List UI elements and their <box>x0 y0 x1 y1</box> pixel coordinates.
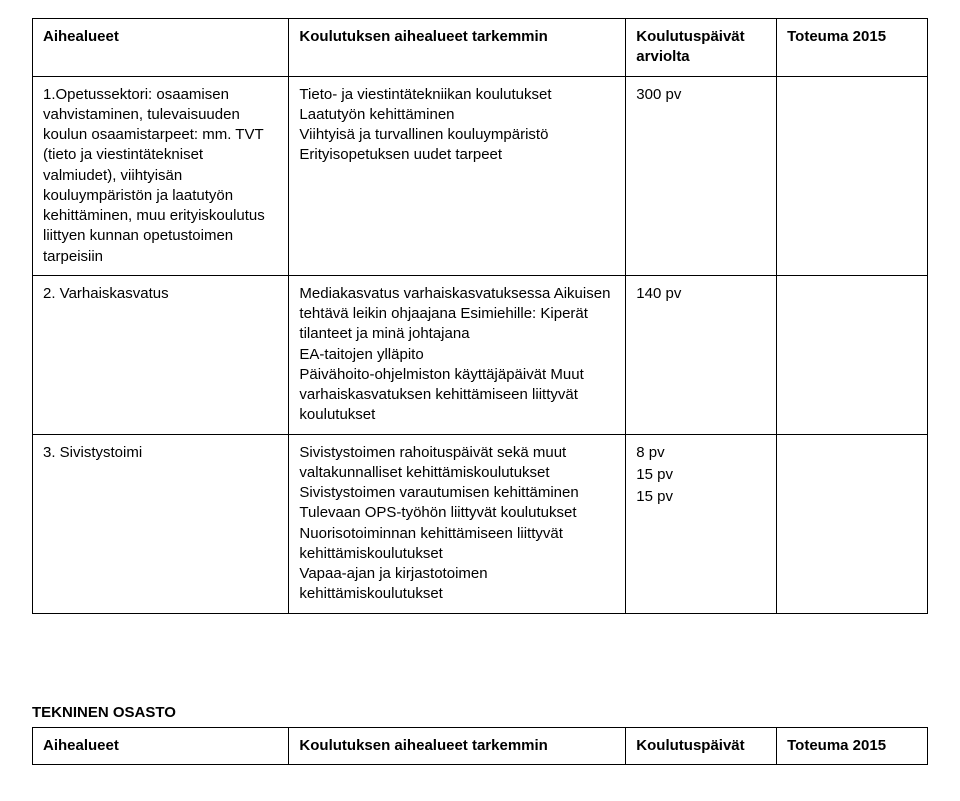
cell-c1: 3. Sivistystoimi <box>33 434 289 613</box>
cell-c2: Tieto- ja viestintätekniikan koulutukset… <box>289 76 626 275</box>
cell-c3: 300 pv <box>626 76 777 275</box>
training-table-2: Aihealueet Koulutuksen aihealueet tarkem… <box>32 727 928 765</box>
table-header-row: Aihealueet Koulutuksen aihealueet tarkem… <box>33 19 928 77</box>
cell-c2: Sivistystoimen rahoituspäivät sekä muut … <box>289 434 626 613</box>
cell-c3: 8 pv 15 pv 15 pv <box>626 434 777 613</box>
header-c2: Koulutuksen aihealueet tarkemmin <box>289 19 626 77</box>
table-header-row: Aihealueet Koulutuksen aihealueet tarkem… <box>33 727 928 764</box>
c3-val: 15 pv <box>636 487 766 507</box>
header-c3: Koulutuspäivät <box>626 727 777 764</box>
table-row: 2. Varhaiskasvatus Mediakasvatus varhais… <box>33 275 928 434</box>
c3-val: 15 pv <box>636 465 766 485</box>
page: Aihealueet Koulutuksen aihealueet tarkem… <box>0 0 960 789</box>
cell-c2: Mediakasvatus varhaiskasvatuksessa Aikui… <box>289 275 626 434</box>
cell-c4 <box>777 76 928 275</box>
header-c2: Koulutuksen aihealueet tarkemmin <box>289 727 626 764</box>
header-c1: Aihealueet <box>33 727 289 764</box>
cell-c1: 1.Opetussektori: osaamisen vahvistaminen… <box>33 76 289 275</box>
cell-c3: 140 pv <box>626 275 777 434</box>
table-row: 1.Opetussektori: osaamisen vahvistaminen… <box>33 76 928 275</box>
cell-c4 <box>777 275 928 434</box>
c3-val: 8 pv <box>636 443 766 463</box>
section-title-tekninen: TEKNINEN OSASTO <box>32 704 928 721</box>
training-table-1: Aihealueet Koulutuksen aihealueet tarkem… <box>32 18 928 614</box>
table-row: 3. Sivistystoimi Sivistystoimen rahoitus… <box>33 434 928 613</box>
header-c1: Aihealueet <box>33 19 289 77</box>
cell-c4 <box>777 434 928 613</box>
header-c4: Toteuma 2015 <box>777 727 928 764</box>
cell-c1: 2. Varhaiskasvatus <box>33 275 289 434</box>
header-c3: Koulutuspäivät arviolta <box>626 19 777 77</box>
header-c4: Toteuma 2015 <box>777 19 928 77</box>
